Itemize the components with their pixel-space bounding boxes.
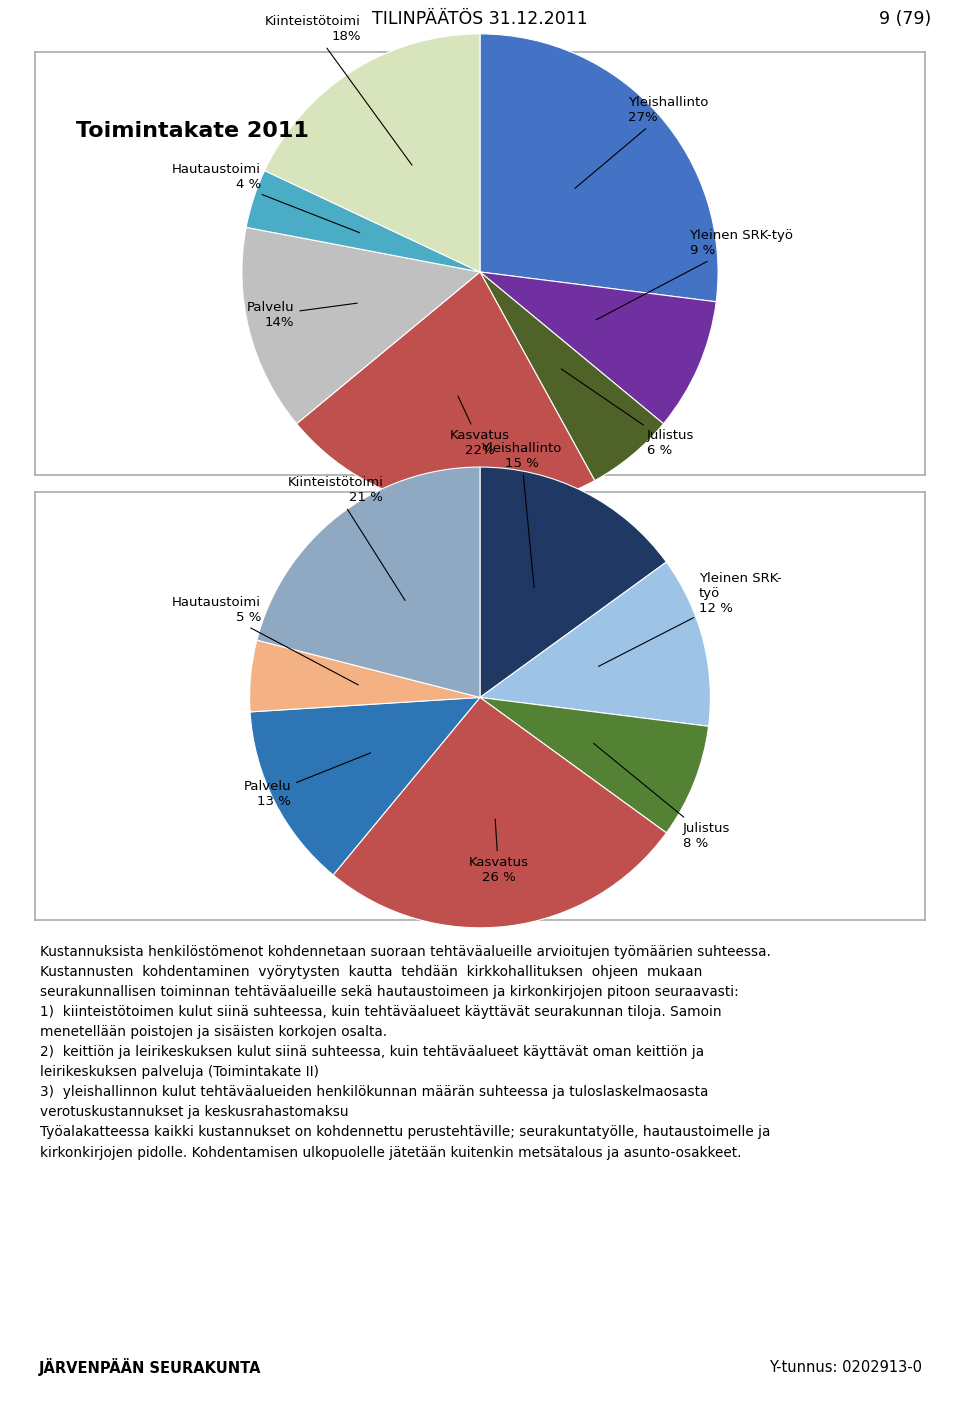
Wedge shape	[265, 34, 480, 271]
Wedge shape	[257, 468, 480, 698]
Wedge shape	[480, 34, 718, 302]
Text: Kiinteistötoimi
18%: Kiinteistötoimi 18%	[265, 16, 412, 165]
Text: JÄRVENPÄÄN SEURAKUNTA: JÄRVENPÄÄN SEURAKUNTA	[38, 1358, 261, 1376]
Text: Julistus
6 %: Julistus 6 %	[562, 369, 694, 458]
Text: 9 (79): 9 (79)	[879, 10, 931, 28]
Wedge shape	[242, 227, 480, 424]
Text: Hautaustoimi
5 %: Hautaustoimi 5 %	[172, 596, 358, 685]
Wedge shape	[250, 640, 480, 712]
Text: Kasvatus
22%: Kasvatus 22%	[450, 396, 510, 458]
Text: Yleishallinto
15 %: Yleishallinto 15 %	[481, 441, 562, 588]
Wedge shape	[480, 271, 716, 424]
Text: Yleinen SRK-
työ
12 %: Yleinen SRK- työ 12 %	[598, 572, 781, 667]
Wedge shape	[297, 271, 594, 510]
Text: Kasvatus
26 %: Kasvatus 26 %	[468, 820, 528, 885]
Wedge shape	[480, 271, 663, 480]
Wedge shape	[246, 171, 480, 271]
Wedge shape	[480, 562, 710, 726]
Wedge shape	[333, 698, 666, 928]
Text: Palvelu
13 %: Palvelu 13 %	[244, 753, 371, 808]
Wedge shape	[480, 698, 708, 832]
Text: TILINPÄÄTÖS 31.12.2011: TILINPÄÄTÖS 31.12.2011	[372, 10, 588, 28]
Text: Toimintakate 2011: Toimintakate 2011	[76, 122, 308, 141]
Text: Kustannuksista henkilöstömenot kohdennetaan suoraan tehtäväalueille arvioitujen : Kustannuksista henkilöstömenot kohdennet…	[40, 945, 771, 1160]
Text: Yleishallinto
27%: Yleishallinto 27%	[575, 96, 708, 188]
Wedge shape	[250, 698, 480, 875]
Text: Kiinteistötoimi
21 %: Kiinteistötoimi 21 %	[287, 476, 405, 601]
Wedge shape	[480, 468, 666, 698]
Text: Y-tunnus: 0202913-0: Y-tunnus: 0202913-0	[769, 1359, 922, 1375]
Text: Palvelu
14%: Palvelu 14%	[247, 301, 357, 329]
Text: Julistus
8 %: Julistus 8 %	[593, 743, 731, 849]
Text: Yleinen SRK-työ
9 %: Yleinen SRK-työ 9 %	[596, 229, 794, 319]
Text: Hautaustoimi
4 %: Hautaustoimi 4 %	[172, 162, 360, 233]
